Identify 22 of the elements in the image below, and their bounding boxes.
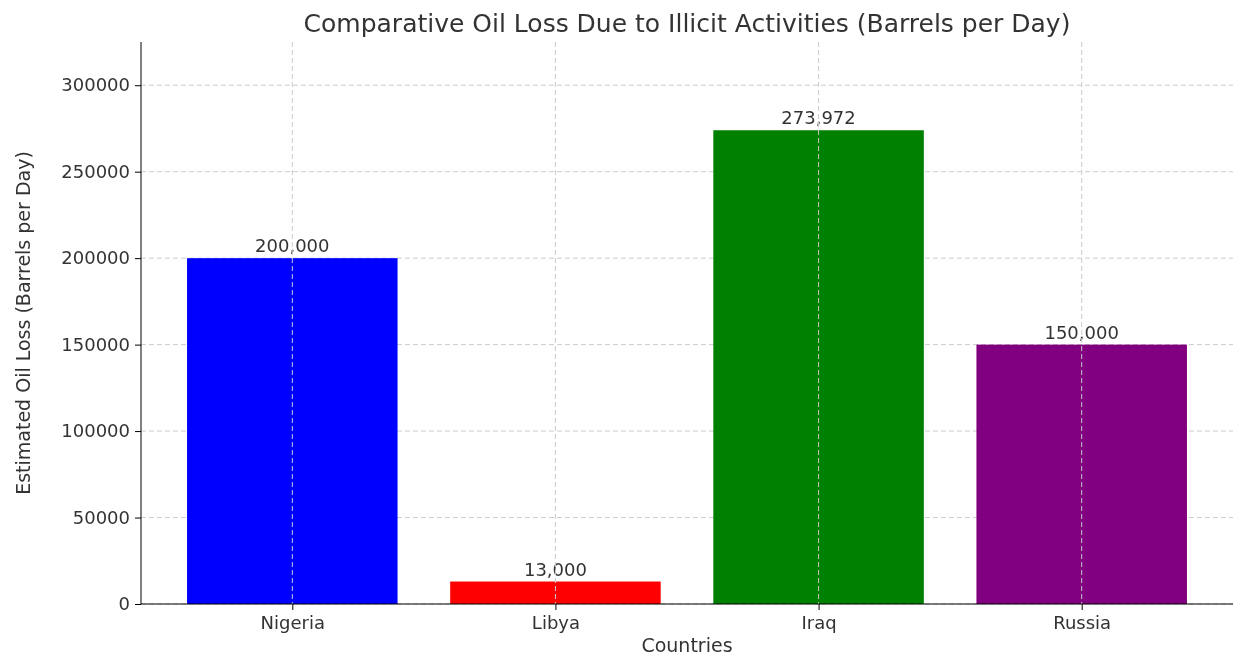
y-tick-label: 300000 — [61, 74, 130, 96]
data-label: 150,000 — [1044, 321, 1119, 343]
y-tick-label: 0 — [118, 593, 130, 615]
x-axis-title: Countries — [641, 634, 733, 656]
bar — [187, 258, 398, 604]
y-tick-label: 150000 — [61, 333, 130, 355]
x-tick-label: Libya — [531, 612, 580, 634]
bar — [976, 344, 1187, 604]
bar — [450, 581, 661, 604]
y-tick-label: 200000 — [61, 247, 130, 269]
y-tick-label: 50000 — [72, 506, 130, 528]
chart-title: Comparative Oil Loss Due to Illicit Activities (Barrels per Day) — [303, 9, 1071, 38]
x-tick-label: Iraq — [801, 612, 837, 634]
data-label: 273,972 — [781, 107, 856, 129]
y-axis-title: Estimated Oil Loss (Barrels per Day) — [12, 151, 34, 495]
x-tick-label: Russia — [1053, 612, 1112, 634]
bar — [713, 130, 924, 604]
y-tick-label: 100000 — [61, 420, 130, 442]
x-tick-label: Nigeria — [260, 612, 325, 634]
data-label: 200,000 — [255, 235, 330, 257]
data-label: 13,000 — [523, 558, 587, 580]
y-tick-label: 250000 — [61, 160, 130, 182]
